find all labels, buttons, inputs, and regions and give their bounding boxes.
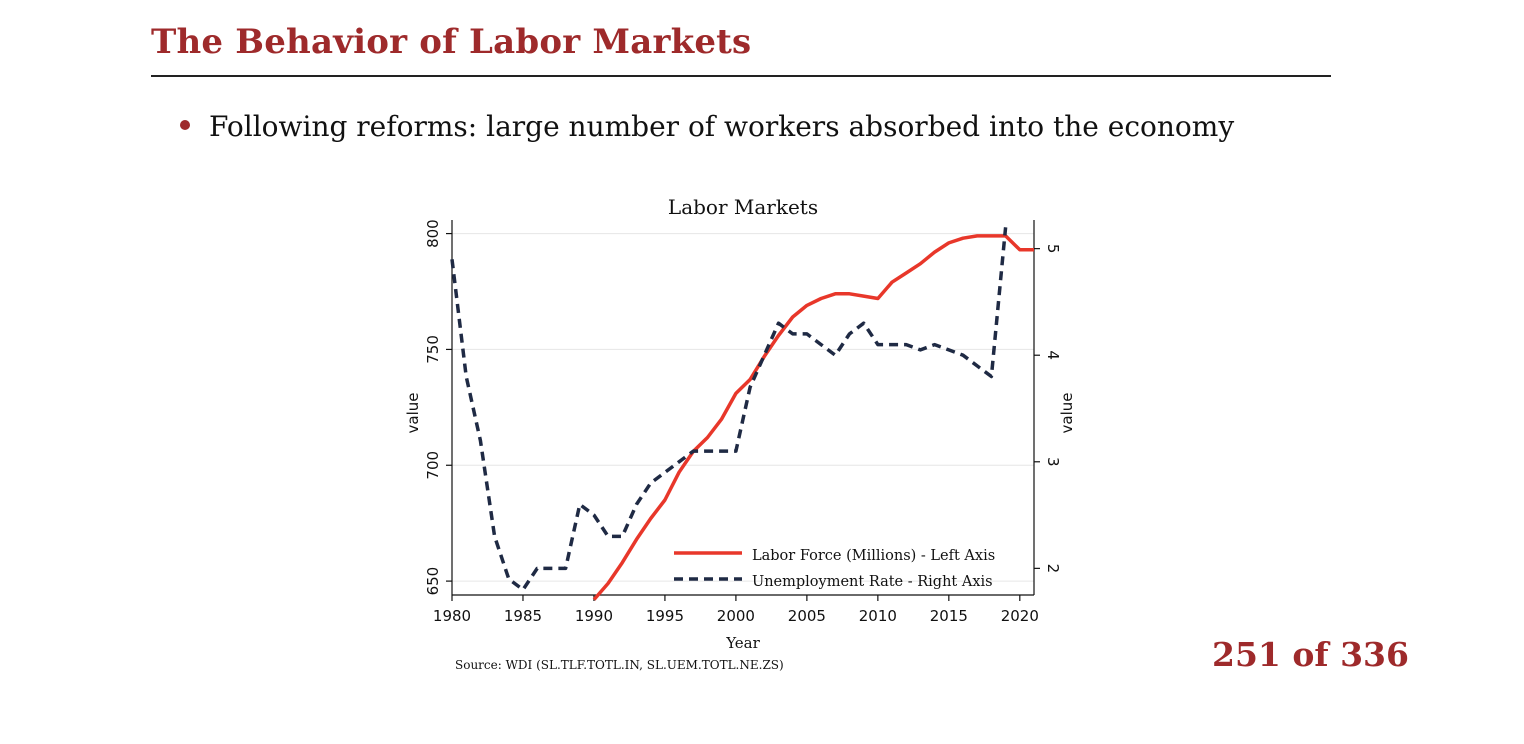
x-tick-label-2020: 2020 bbox=[1001, 607, 1039, 625]
bullet-text: Following reforms: large number of worke… bbox=[209, 110, 1235, 143]
chart-legend: Labor Force (Millions) - Left Axis Unemp… bbox=[674, 548, 995, 590]
series-line-1 bbox=[450, 227, 1008, 592]
series-lines bbox=[450, 227, 1034, 601]
y-axis-label-right: value bbox=[1058, 393, 1076, 434]
x-tick-label-2005: 2005 bbox=[788, 607, 826, 625]
x-tick-label-2015: 2015 bbox=[930, 607, 968, 625]
x-tick-label-1985: 1985 bbox=[504, 607, 542, 625]
chart-title: Labor Markets bbox=[668, 195, 818, 219]
labor-markets-chart: Labor Markets 1980 1985 1990 1995 2000 2005 20… bbox=[404, 195, 1076, 672]
grid-lines bbox=[452, 233, 1034, 582]
x-tick-label-2000: 2000 bbox=[717, 607, 755, 625]
legend-label-labor-force: Labor Force (Millions) - Left Axis bbox=[752, 548, 995, 564]
x-tick-label-1995: 1995 bbox=[646, 607, 684, 625]
y-axis-label-left: value bbox=[404, 393, 422, 434]
y-left-tick-label-700: 700 bbox=[424, 451, 442, 480]
y-right-tick-label-2: 2 bbox=[1044, 564, 1062, 574]
bullet-dot-icon bbox=[180, 119, 190, 130]
chart-source: Source: WDI (SL.TLF.TOTL.IN, SL.UEM.TOTL… bbox=[455, 658, 784, 672]
y-left-tick-label-750: 750 bbox=[424, 335, 442, 364]
y-right-tick-label-4: 4 bbox=[1044, 350, 1062, 360]
bullet-item: Following reforms: large number of worke… bbox=[180, 110, 1234, 143]
x-tick-label-1990: 1990 bbox=[575, 607, 613, 625]
axes: 1980 1985 1990 1995 2000 2005 2010 2015 2020 650 7… bbox=[424, 219, 1062, 625]
y-right-tick-label-5: 5 bbox=[1044, 244, 1062, 254]
y-left-tick-label-800: 800 bbox=[424, 219, 442, 248]
slide-title: The Behavior of Labor Markets bbox=[151, 22, 752, 62]
x-axis-label: Year bbox=[725, 634, 760, 652]
x-tick-label-2010: 2010 bbox=[859, 607, 897, 625]
x-tick-label-1980: 1980 bbox=[433, 607, 471, 625]
legend-label-unemployment: Unemployment Rate - Right Axis bbox=[752, 574, 993, 590]
title-divider bbox=[151, 75, 1331, 77]
series-line-0 bbox=[592, 234, 1034, 601]
y-left-tick-label-650: 650 bbox=[424, 567, 442, 596]
page-number: 251 of 336 bbox=[1212, 635, 1409, 674]
y-right-tick-label-3: 3 bbox=[1044, 457, 1062, 467]
